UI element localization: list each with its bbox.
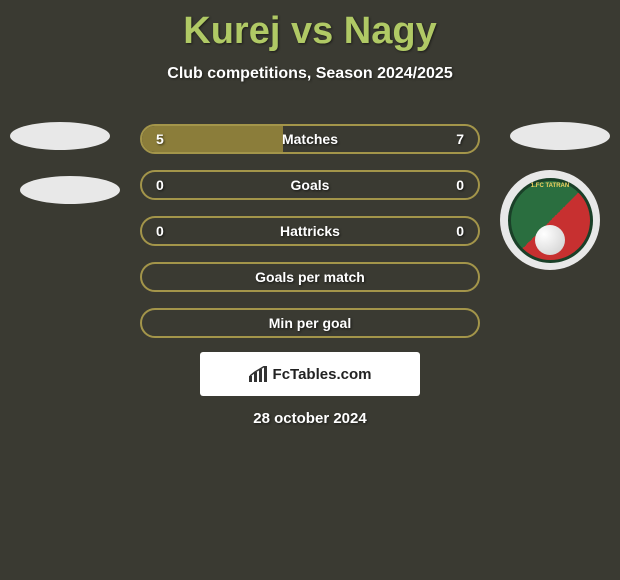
page-title: Kurej vs Nagy	[0, 0, 620, 53]
stat-label: Goals	[291, 177, 330, 193]
player-left-placeholder-2	[20, 176, 120, 204]
stat-right-value: 7	[456, 131, 464, 147]
stat-right-value: 0	[456, 177, 464, 193]
date-text: 28 october 2024	[253, 410, 366, 427]
stat-label: Goals per match	[255, 269, 365, 285]
stat-label: Matches	[282, 131, 338, 147]
footer-brand-text: FcTables.com	[273, 366, 372, 383]
stat-row: 0 Goals 0	[140, 170, 480, 200]
stat-row: Goals per match	[140, 262, 480, 292]
bar-chart-icon	[249, 366, 269, 382]
stat-left-value: 0	[156, 177, 164, 193]
stat-left-value: 5	[156, 131, 164, 147]
club-badge: 1.FC TATRAN	[500, 170, 600, 270]
stat-row: 5 Matches 7	[140, 124, 480, 154]
footer-logo: FcTables.com	[249, 366, 372, 383]
player-left-placeholder-1	[10, 122, 110, 150]
soccer-ball-icon	[535, 225, 565, 255]
stats-container: 5 Matches 7 0 Goals 0 0 Hattricks 0 Goals per mat…	[140, 124, 480, 354]
stat-row: 0 Hattricks 0	[140, 216, 480, 246]
stat-label: Min per goal	[269, 315, 351, 331]
badge-top-text: 1.FC TATRAN	[531, 183, 569, 189]
stat-right-value: 0	[456, 223, 464, 239]
player-right-placeholder	[510, 122, 610, 150]
stat-left-value: 0	[156, 223, 164, 239]
badge-inner: 1.FC TATRAN	[508, 178, 593, 263]
subtitle: Club competitions, Season 2024/2025	[0, 65, 620, 83]
stat-row: Min per goal	[140, 308, 480, 338]
footer-attribution: FcTables.com	[200, 352, 420, 396]
stat-label: Hattricks	[280, 223, 340, 239]
